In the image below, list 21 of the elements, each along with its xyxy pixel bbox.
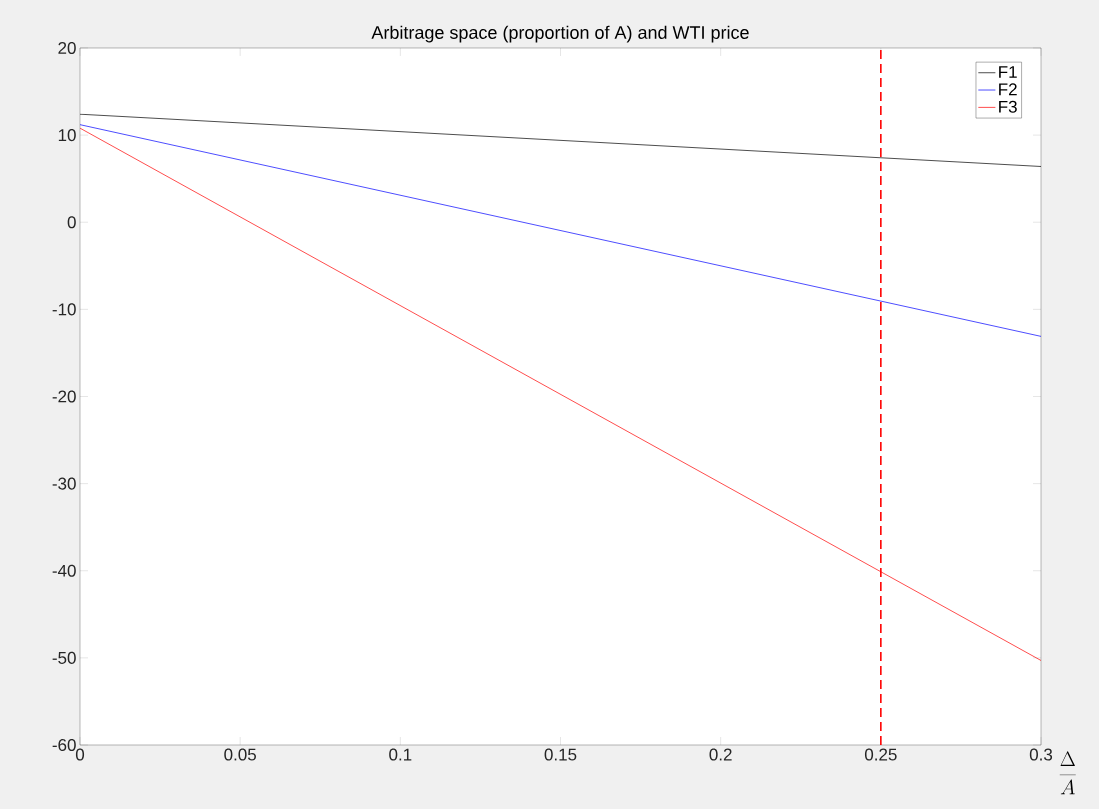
x-tick-label: 0.2 xyxy=(709,748,732,761)
y-tick-label: 10 xyxy=(58,129,76,142)
legend-label: F1 xyxy=(999,66,1017,78)
y-tick-label: -30 xyxy=(52,477,76,490)
x-tick-label: 0 xyxy=(75,748,85,761)
y-tick-label: 0 xyxy=(67,216,76,229)
x-tick-label: 0.1 xyxy=(389,748,412,761)
x-tick-label: 0.15 xyxy=(544,748,577,761)
y-tick-label: -20 xyxy=(52,390,76,403)
y-tick-label: -50 xyxy=(52,651,76,664)
y-tick-label: -60 xyxy=(52,738,76,752)
y-tick-label: 20 xyxy=(58,41,76,55)
x-tick-label: 0.05 xyxy=(224,748,256,761)
y-tick-label: -10 xyxy=(52,303,76,316)
x-tick-label: 0.25 xyxy=(864,748,897,761)
y-tick-label: -40 xyxy=(52,564,76,577)
legend-label: F3 xyxy=(999,100,1017,113)
x-tick-label: 0.3 xyxy=(1029,748,1053,761)
x-axis-title: $\frac{\Delta}{A}$ xyxy=(1059,751,1076,795)
chart-title: Arbitrage space (proportion of A) and WTI price xyxy=(371,25,749,43)
legend-label: F2 xyxy=(999,83,1017,96)
